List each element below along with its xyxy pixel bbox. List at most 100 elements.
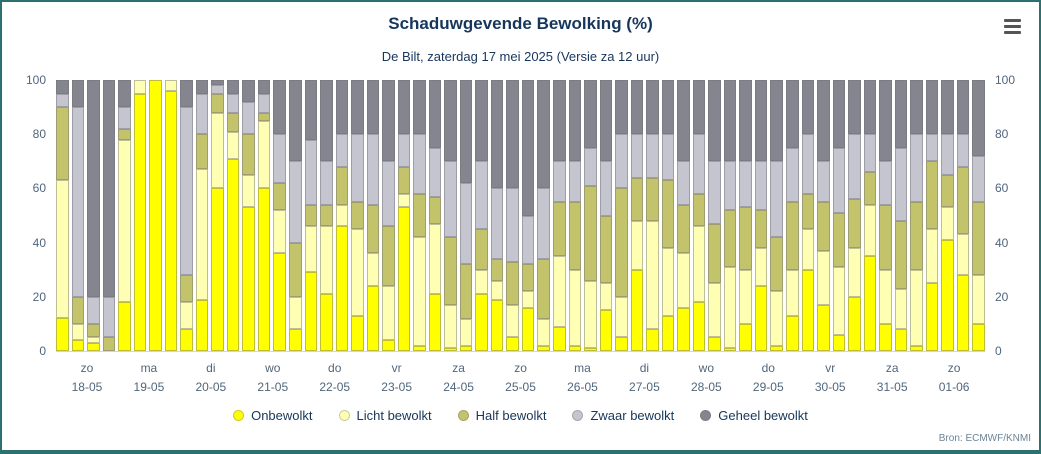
bar-segment-licht-bewolkt[interactable] xyxy=(817,250,830,305)
bar-segment-half-bewolkt[interactable] xyxy=(87,323,100,338)
stacked-bar[interactable] xyxy=(444,80,457,351)
bar-segment-half-bewolkt[interactable] xyxy=(56,107,69,181)
bar-segment-onbewolkt[interactable] xyxy=(164,90,178,351)
bar-segment-zwaar-bewolkt[interactable] xyxy=(956,134,970,167)
bar-segment-half-bewolkt[interactable] xyxy=(817,201,830,251)
bar-segment-half-bewolkt[interactable] xyxy=(537,258,550,319)
bar-segment-zwaar-bewolkt[interactable] xyxy=(817,161,830,202)
bar-segment-zwaar-bewolkt[interactable] xyxy=(195,93,209,135)
bar-segment-licht-bewolkt[interactable] xyxy=(320,226,333,295)
bar-segment-zwaar-bewolkt[interactable] xyxy=(910,134,923,202)
stacked-bar[interactable] xyxy=(972,80,985,351)
bar-segment-onbewolkt[interactable] xyxy=(584,348,597,351)
stacked-bar[interactable] xyxy=(273,80,286,351)
bar-segment-zwaar-bewolkt[interactable] xyxy=(739,161,752,208)
bar-segment-geheel-bewolkt[interactable] xyxy=(910,80,923,135)
bar-segment-half-bewolkt[interactable] xyxy=(490,258,504,281)
bar-segment-zwaar-bewolkt[interactable] xyxy=(475,161,488,230)
bar-segment-zwaar-bewolkt[interactable] xyxy=(56,93,69,108)
bar-segment-onbewolkt[interactable] xyxy=(413,345,426,351)
stacked-bar[interactable] xyxy=(521,80,535,351)
stacked-bar[interactable] xyxy=(630,80,644,351)
bar-segment-licht-bewolkt[interactable] xyxy=(941,207,954,240)
bar-segment-zwaar-bewolkt[interactable] xyxy=(397,134,411,167)
bar-segment-zwaar-bewolkt[interactable] xyxy=(785,147,799,202)
bar-segment-licht-bewolkt[interactable] xyxy=(708,283,721,338)
bar-segment-licht-bewolkt[interactable] xyxy=(568,269,582,346)
bar-segment-onbewolkt[interactable] xyxy=(941,239,954,351)
bar-segment-onbewolkt[interactable] xyxy=(475,294,488,351)
bar-segment-onbewolkt[interactable] xyxy=(785,315,799,351)
bar-segment-half-bewolkt[interactable] xyxy=(599,215,613,284)
bar-segment-licht-bewolkt[interactable] xyxy=(180,302,193,330)
bar-segment-licht-bewolkt[interactable] xyxy=(382,285,395,341)
bar-segment-licht-bewolkt[interactable] xyxy=(413,237,426,346)
bar-segment-zwaar-bewolkt[interactable] xyxy=(273,134,286,183)
stacked-bar[interactable] xyxy=(459,80,473,351)
legend-item-geheel-bewolkt[interactable]: Geheel bewolkt xyxy=(700,408,808,423)
bar-segment-geheel-bewolkt[interactable] xyxy=(584,80,597,148)
bar-segment-licht-bewolkt[interactable] xyxy=(288,296,302,330)
bar-segment-half-bewolkt[interactable] xyxy=(382,226,395,286)
bar-segment-zwaar-bewolkt[interactable] xyxy=(754,161,768,211)
bar-segment-zwaar-bewolkt[interactable] xyxy=(863,134,877,173)
bar-segment-onbewolkt[interactable] xyxy=(863,256,877,351)
bar-segment-zwaar-bewolkt[interactable] xyxy=(118,107,131,129)
bar-segment-licht-bewolkt[interactable] xyxy=(56,180,69,319)
bar-segment-licht-bewolkt[interactable] xyxy=(428,223,442,295)
stacked-bar[interactable] xyxy=(615,80,628,351)
bar-segment-zwaar-bewolkt[interactable] xyxy=(599,161,613,216)
stacked-bar[interactable] xyxy=(133,80,147,351)
bar-segment-geheel-bewolkt[interactable] xyxy=(708,80,721,162)
bar-segment-licht-bewolkt[interactable] xyxy=(71,323,85,341)
bar-segment-onbewolkt[interactable] xyxy=(692,302,706,351)
stacked-bar[interactable] xyxy=(428,80,442,351)
bar-segment-zwaar-bewolkt[interactable] xyxy=(226,93,240,113)
bar-segment-onbewolkt[interactable] xyxy=(335,226,349,351)
bar-segment-zwaar-bewolkt[interactable] xyxy=(335,134,349,167)
bar-segment-geheel-bewolkt[interactable] xyxy=(351,80,364,135)
stacked-bar[interactable] xyxy=(894,80,908,351)
stacked-bar[interactable] xyxy=(925,80,939,351)
bar-segment-onbewolkt[interactable] xyxy=(195,299,209,351)
bar-segment-half-bewolkt[interactable] xyxy=(723,210,737,267)
bar-segment-geheel-bewolkt[interactable] xyxy=(754,80,768,162)
stacked-bar[interactable] xyxy=(568,80,582,351)
bar-segment-zwaar-bewolkt[interactable] xyxy=(537,188,550,259)
bar-segment-onbewolkt[interactable] xyxy=(832,334,846,351)
bar-segment-licht-bewolkt[interactable] xyxy=(459,318,473,346)
bar-segment-geheel-bewolkt[interactable] xyxy=(646,80,659,135)
bar-segment-half-bewolkt[interactable] xyxy=(630,177,644,221)
bar-segment-zwaar-bewolkt[interactable] xyxy=(242,101,255,135)
bar-segment-onbewolkt[interactable] xyxy=(180,329,193,351)
bar-segment-onbewolkt[interactable] xyxy=(723,348,737,351)
bar-segment-licht-bewolkt[interactable] xyxy=(630,220,644,270)
bar-segment-half-bewolkt[interactable] xyxy=(956,166,970,235)
bar-segment-licht-bewolkt[interactable] xyxy=(351,229,364,316)
stacked-bar[interactable] xyxy=(708,80,721,351)
bar-segment-half-bewolkt[interactable] xyxy=(972,201,985,276)
bar-segment-onbewolkt[interactable] xyxy=(879,323,892,351)
bar-segment-half-bewolkt[interactable] xyxy=(288,242,302,297)
bar-segment-geheel-bewolkt[interactable] xyxy=(118,80,131,108)
bar-segment-onbewolkt[interactable] xyxy=(351,315,364,351)
bar-segment-geheel-bewolkt[interactable] xyxy=(661,80,675,135)
bar-segment-geheel-bewolkt[interactable] xyxy=(925,80,939,135)
bar-segment-geheel-bewolkt[interactable] xyxy=(366,80,380,135)
bar-segment-geheel-bewolkt[interactable] xyxy=(894,80,908,148)
bar-segment-licht-bewolkt[interactable] xyxy=(257,120,271,189)
bar-segment-half-bewolkt[interactable] xyxy=(102,337,116,351)
bar-segment-onbewolkt[interactable] xyxy=(661,315,675,351)
bar-segment-licht-bewolkt[interactable] xyxy=(770,291,783,346)
bar-segment-half-bewolkt[interactable] xyxy=(335,166,349,205)
bar-segment-half-bewolkt[interactable] xyxy=(910,201,923,270)
bar-segment-zwaar-bewolkt[interactable] xyxy=(832,147,846,213)
bar-segment-zwaar-bewolkt[interactable] xyxy=(894,147,908,221)
bar-segment-onbewolkt[interactable] xyxy=(149,80,162,351)
bar-segment-zwaar-bewolkt[interactable] xyxy=(304,139,318,205)
stacked-bar[interactable] xyxy=(832,80,846,351)
bar-segment-licht-bewolkt[interactable] xyxy=(242,174,255,208)
bar-segment-half-bewolkt[interactable] xyxy=(692,193,706,227)
bar-segment-geheel-bewolkt[interactable] xyxy=(537,80,550,189)
bar-segment-geheel-bewolkt[interactable] xyxy=(382,80,395,162)
